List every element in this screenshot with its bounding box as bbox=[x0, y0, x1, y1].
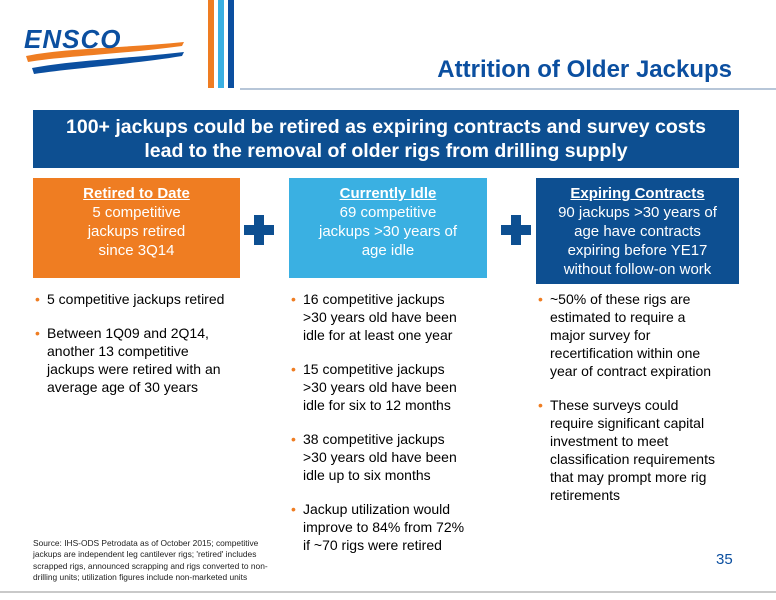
retired-bullets: 5 competitive jackups retired Between 1Q… bbox=[33, 290, 268, 412]
ensco-logo-swoosh bbox=[26, 42, 184, 74]
bullet-item: 16 competitive jackups >30 years old hav… bbox=[289, 290, 499, 344]
bullet-line: These surveys could bbox=[550, 397, 679, 413]
bullet-line: average age of 30 years bbox=[47, 379, 198, 395]
box-line: age have contracts bbox=[574, 223, 701, 240]
bullet-line: improve to 84% from 72% bbox=[303, 519, 465, 535]
box-line: without follow-on work bbox=[563, 261, 712, 278]
idle-bullets: 16 competitive jackups >30 years old hav… bbox=[289, 290, 499, 570]
box-line: 90 jackups >30 years of bbox=[558, 204, 717, 221]
plus-icon bbox=[244, 215, 274, 245]
bullet-line: idle for six to 12 months bbox=[303, 397, 451, 413]
expiring-contracts-box: Expiring Contracts 90 jackups >30 years … bbox=[536, 178, 739, 284]
page-number: 35 bbox=[716, 551, 733, 568]
bullet-line: retirements bbox=[550, 487, 621, 503]
box-line: expiring before YE17 bbox=[567, 242, 708, 259]
bullet-line: idle up to six months bbox=[303, 467, 431, 483]
source-line: scrapped rigs, announced scrapping and r… bbox=[33, 560, 268, 571]
bullet-line: >30 years old have been bbox=[303, 449, 457, 465]
box-line: jackups retired bbox=[87, 223, 186, 240]
bullet-line: >30 years old have been bbox=[303, 379, 457, 395]
bullet-line: ~50% of these rigs are bbox=[550, 291, 691, 307]
box-heading: Expiring Contracts bbox=[570, 185, 705, 202]
bullet-line: 16 competitive jackups bbox=[303, 291, 445, 307]
bullet-line: if ~70 rigs were retired bbox=[303, 537, 442, 553]
bullet-item: Jackup utilization would improve to 84% … bbox=[289, 500, 499, 554]
bullet-line: jackups were retired with an bbox=[47, 361, 221, 377]
banner-line-1: 100+ jackups could be retired as expirin… bbox=[66, 116, 706, 138]
header-divider bbox=[240, 88, 776, 90]
bullet-item: 15 competitive jackups >30 years old hav… bbox=[289, 360, 499, 414]
bullet-item: 5 competitive jackups retired bbox=[33, 290, 268, 308]
bullet-line: recertification within one bbox=[550, 345, 701, 361]
bullet-line: classification requirements bbox=[550, 451, 715, 467]
bullet-line: 15 competitive jackups bbox=[303, 361, 445, 377]
bullet-line: estimated to require a bbox=[550, 309, 686, 325]
bullet-line: Jackup utilization would bbox=[303, 501, 451, 517]
bullet-item: These surveys could require significant … bbox=[536, 396, 751, 504]
banner-line-2: lead to the removal of older rigs from d… bbox=[144, 140, 628, 162]
bullet-line: that may prompt more rig bbox=[550, 469, 707, 485]
bullet-line: Between 1Q09 and 2Q14, bbox=[47, 325, 209, 341]
retired-to-date-box: Retired to Date 5 competitive jackups re… bbox=[33, 178, 240, 278]
bullet-line: require significant capital bbox=[550, 415, 705, 431]
currently-idle-box: Currently Idle 69 competitive jackups >3… bbox=[289, 178, 487, 278]
decorative-stripes bbox=[208, 0, 234, 88]
bullet-line: another 13 competitive bbox=[47, 343, 189, 359]
source-line: Source: IHS-ODS Petrodata as of October … bbox=[33, 538, 259, 548]
bullet-line: idle for at least one year bbox=[303, 327, 453, 343]
bullet-item: ~50% of these rigs are estimated to requ… bbox=[536, 290, 751, 380]
box-heading: Retired to Date bbox=[83, 185, 190, 202]
bullet-line: >30 years old have been bbox=[303, 309, 457, 325]
box-line: since 3Q14 bbox=[98, 242, 175, 259]
footer-divider bbox=[0, 591, 776, 593]
headline-banner: 100+ jackups could be retired as expirin… bbox=[33, 110, 739, 168]
bullet-line: 5 competitive jackups retired bbox=[47, 291, 225, 307]
bullet-item: Between 1Q09 and 2Q14, another 13 compet… bbox=[33, 324, 268, 396]
plus-icon bbox=[501, 215, 531, 245]
box-line: jackups >30 years of bbox=[319, 223, 457, 240]
bullet-item: 38 competitive jackups >30 years old hav… bbox=[289, 430, 499, 484]
ensco-logo-text: ENSCO bbox=[24, 24, 122, 54]
box-line: 5 competitive bbox=[92, 204, 181, 221]
box-heading: Currently Idle bbox=[339, 185, 437, 202]
bullet-line: major survey for bbox=[550, 327, 651, 343]
box-line: age idle bbox=[361, 242, 415, 259]
source-line: jackups are independent leg cantilever r… bbox=[33, 549, 257, 560]
bullet-line: 38 competitive jackups bbox=[303, 431, 445, 447]
source-line: drilling units; utilization figures incl… bbox=[33, 572, 248, 583]
bullet-line: investment to meet bbox=[550, 433, 669, 449]
bullet-line: year of contract expiration bbox=[550, 363, 712, 379]
page-title: Attrition of Older Jackups bbox=[437, 56, 732, 83]
expiring-bullets: ~50% of these rigs are estimated to requ… bbox=[536, 290, 751, 520]
box-line: 69 competitive bbox=[339, 204, 437, 221]
source-note: Source: IHS-ODS Petrodata as of October … bbox=[33, 538, 273, 584]
